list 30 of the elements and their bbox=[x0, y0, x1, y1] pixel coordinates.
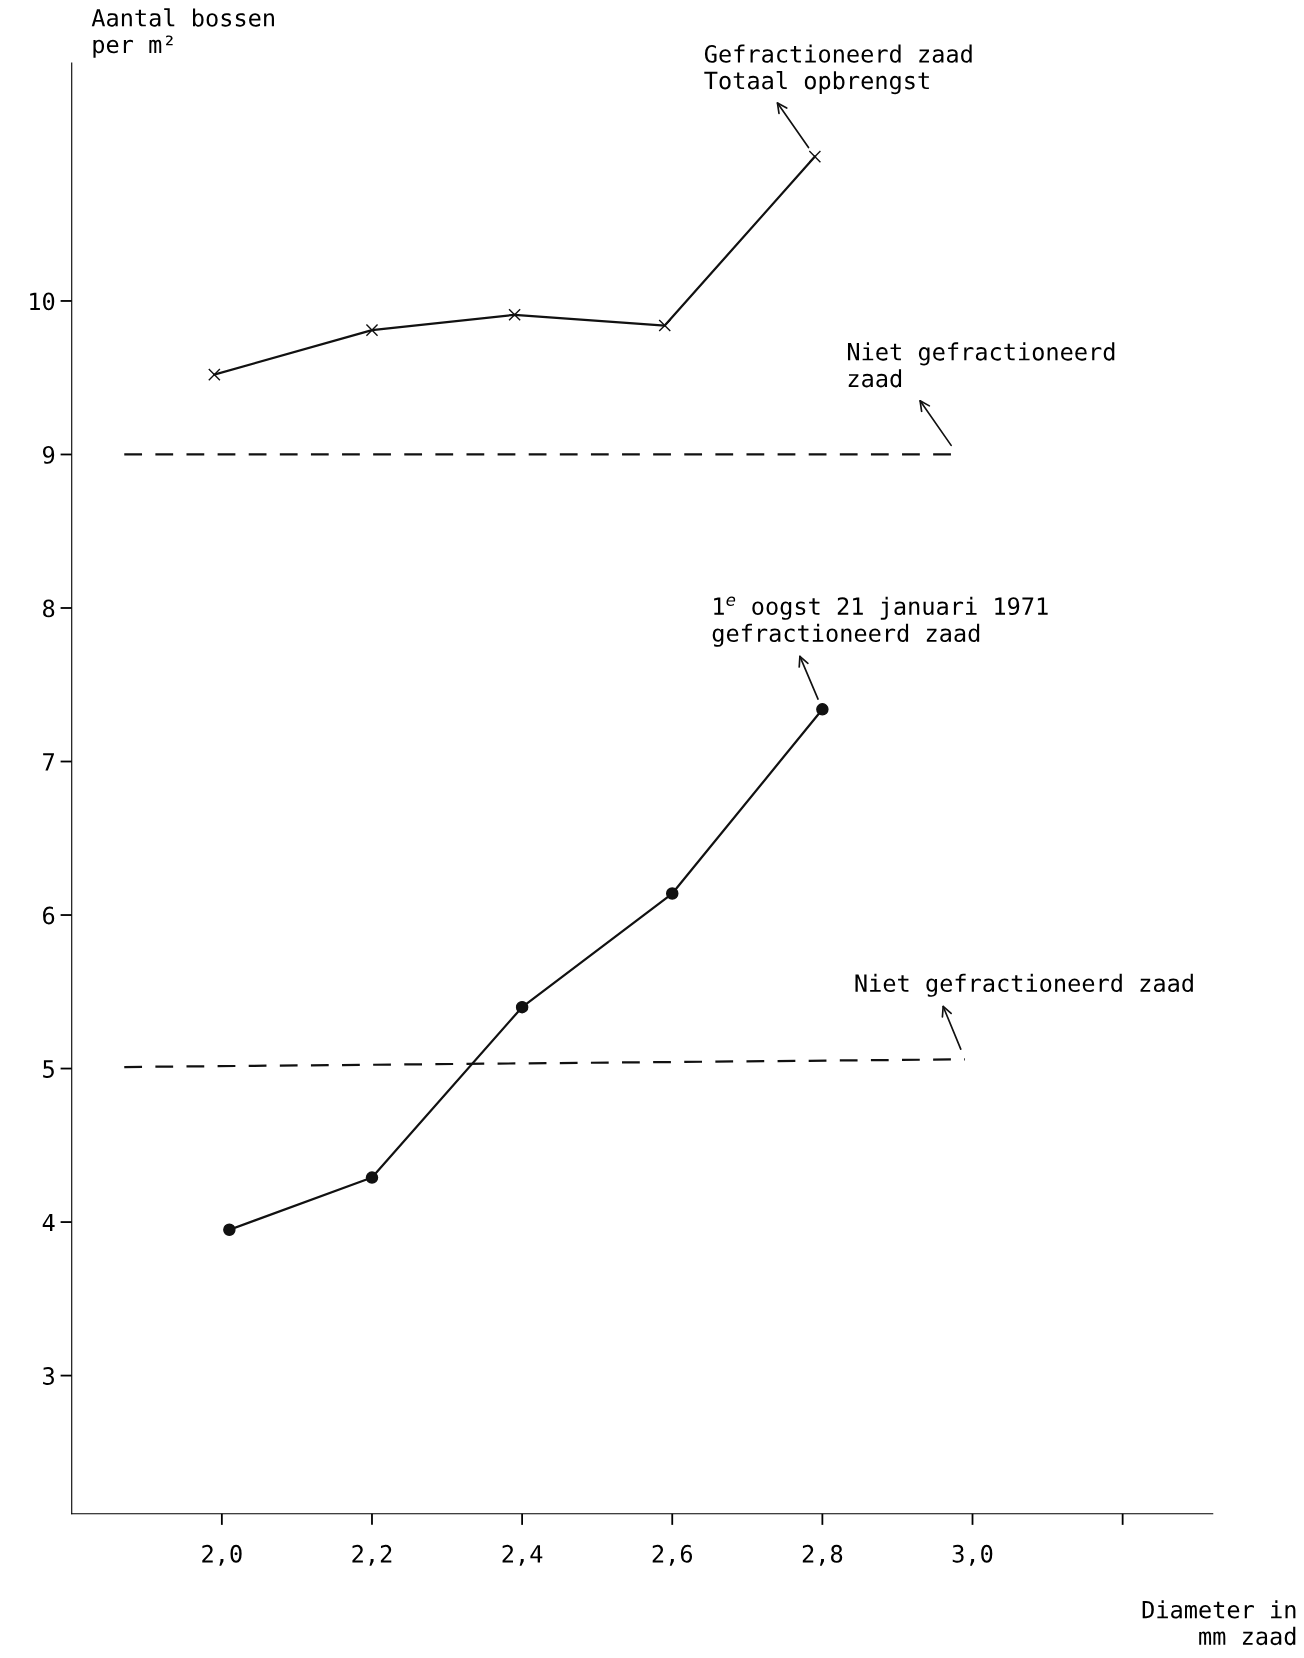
point bbox=[508, 308, 521, 322]
point bbox=[208, 368, 221, 381]
y-tick-label: 3 bbox=[43, 1367, 54, 1385]
point bbox=[515, 1000, 529, 1014]
y-tick-label: 6 bbox=[43, 906, 55, 925]
point bbox=[658, 319, 671, 332]
x-tick-label: 2,2 bbox=[352, 1544, 392, 1566]
text: 1$^{e}$ oogst 21 januari 1971 gefractioneerd zaad bbox=[712, 596, 1048, 647]
y-tick-label: 5 bbox=[43, 1060, 54, 1078]
x-tick-label: 2,0 bbox=[202, 1544, 242, 1566]
point bbox=[816, 703, 829, 716]
x-tick-label: 2,6 bbox=[652, 1544, 693, 1566]
x-tick-label: 3,0 bbox=[952, 1544, 993, 1566]
point bbox=[808, 150, 822, 163]
y-axis-title: Aantal bossen per m² bbox=[91, 8, 274, 58]
y-tick-label: 8 bbox=[43, 599, 55, 618]
text: Gefractioneerd zaad Totaal opbrengst bbox=[704, 44, 972, 95]
point bbox=[665, 887, 679, 900]
y-tick-label: 10 bbox=[30, 292, 55, 311]
point bbox=[223, 1223, 236, 1236]
x-tick-label: 2,4 bbox=[502, 1544, 543, 1566]
text: Niet gefractioneerd zaad bbox=[847, 342, 1115, 388]
y-tick-label: 4 bbox=[42, 1213, 55, 1232]
x-tick-label: 2,8 bbox=[802, 1544, 843, 1566]
point bbox=[365, 323, 379, 337]
text: Niet gefractioneerd zaad bbox=[855, 973, 1193, 997]
y-tick-label: 7 bbox=[43, 753, 54, 771]
x-axis-title: Diameter in mm zaad bbox=[1142, 1600, 1296, 1646]
point bbox=[365, 1171, 379, 1184]
y-tick-label: 9 bbox=[43, 445, 55, 464]
